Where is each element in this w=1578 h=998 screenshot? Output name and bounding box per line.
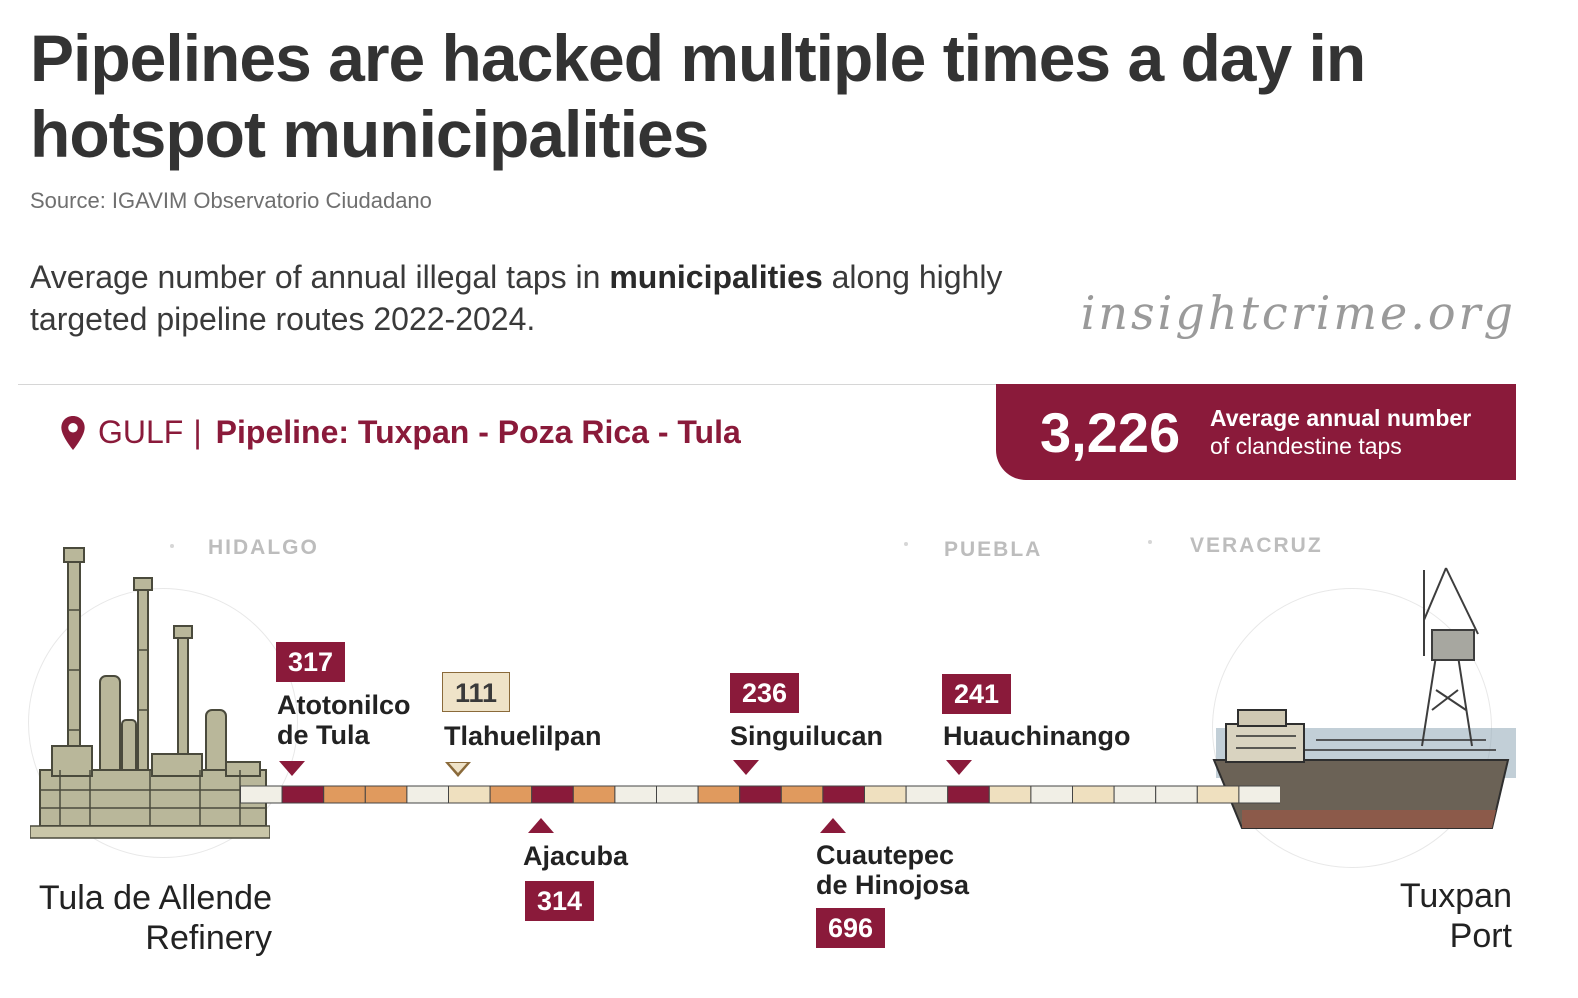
pipeline-segment	[1196, 785, 1240, 804]
route-heading: GULF | Pipeline: Tuxpan - Poza Rica - Tu…	[60, 414, 741, 451]
total-stat-label: Average annual number of clandestine tap…	[1210, 404, 1500, 460]
label-cuautepec: Cuautepec de Hinojosa	[816, 840, 969, 900]
pipeline-segment	[1072, 785, 1115, 804]
endpoint-port-label: Tuxpan Port	[1312, 876, 1512, 956]
subtitle-text-end: along highly targeted pipeline routes 20…	[30, 259, 1003, 337]
pipeline-segment	[864, 785, 907, 804]
refinery-icon	[30, 547, 270, 839]
endpoint-port-line1: Tuxpan	[1399, 877, 1512, 915]
pipeline-segment	[614, 785, 657, 804]
pipeline-segment	[572, 785, 616, 804]
marker-cuautepec	[820, 818, 846, 833]
value-badge-tlahuelilpan: 111	[442, 672, 511, 712]
pipeline-name: Pipeline: Tuxpan - Poza Rica - Tula	[215, 414, 741, 450]
port-ship-icon	[1212, 567, 1516, 829]
pipeline-segment	[947, 785, 990, 804]
endpoint-refinery-line1: Tula de Allende	[38, 879, 272, 917]
pipeline-segment	[905, 785, 949, 804]
pipeline-segment	[406, 785, 449, 804]
endpoint-refinery-label: Tula de Allende Refinery	[32, 878, 272, 958]
total-stat-label-line2: of clandestine taps	[1210, 433, 1402, 459]
marker-atotonilco	[279, 761, 305, 776]
map-pin-icon	[61, 415, 85, 450]
label-atotonilco-line2: de Tula	[277, 720, 370, 750]
label-singuilucan: Singuilucan	[730, 721, 884, 751]
route-separator: |	[193, 414, 202, 450]
label-huauchinango: Huauchinango	[943, 721, 1131, 751]
pipeline-segment	[1155, 785, 1198, 804]
state-marker-dot	[170, 544, 174, 548]
brand-watermark: insightcrime.org	[1080, 286, 1516, 340]
chart-title: Pipelines are hacked multiple times a da…	[30, 21, 1366, 171]
chart-subtitle: Average number of annual illegal taps in…	[30, 256, 1030, 340]
state-marker-dot	[904, 542, 908, 546]
pipeline-segment	[364, 785, 408, 804]
subtitle-emphasis: municipalities	[609, 259, 823, 295]
value-badge-huauchinango: 241	[942, 674, 1012, 714]
state-label-veracruz: VERACRUZ	[1190, 534, 1323, 557]
pipeline-segment	[697, 785, 741, 804]
state-label-puebla: PUEBLA	[944, 538, 1043, 561]
pipeline-segment	[531, 785, 574, 804]
label-ajacuba: Ajacuba	[523, 841, 629, 871]
label-tlahuelilpan: Tlahuelilpan	[444, 721, 602, 751]
pipeline-segment	[739, 785, 782, 804]
total-stat-value: 3,226	[1040, 400, 1181, 464]
value-badge-atotonilco: 317	[276, 642, 346, 682]
label-atotonilco: Atotonilco de Tula	[277, 690, 410, 750]
label-atotonilco-line1: Atotonilco	[277, 690, 411, 720]
subtitle-text-start: Average number of annual illegal taps in	[30, 259, 610, 295]
value-badge-ajacuba: 314	[525, 881, 595, 921]
endpoint-port-line2: Port	[1449, 917, 1512, 955]
pipeline-segment	[1113, 785, 1157, 804]
pipeline-segment	[489, 785, 533, 804]
pipeline-segment	[240, 785, 283, 804]
endpoint-refinery-line2: Refinery	[145, 919, 272, 957]
pipeline-segment	[448, 785, 491, 804]
pipeline-segment	[822, 785, 866, 804]
marker-tlahuelilpan	[445, 762, 471, 777]
pipeline-segment	[988, 785, 1032, 804]
value-badge-singuilucan: 236	[730, 673, 800, 713]
state-marker-dot	[1148, 540, 1152, 544]
pipeline-segment	[1030, 785, 1074, 804]
pipeline-segment	[656, 785, 699, 804]
refinery-backdrop-circle	[28, 588, 298, 858]
label-cuautepec-line1: Cuautepec	[816, 840, 955, 870]
marker-huauchinango	[946, 760, 972, 775]
pipeline-segment	[281, 785, 325, 804]
label-cuautepec-line2: de Hinojosa	[816, 870, 970, 900]
state-label-hidalgo: HIDALGO	[208, 536, 319, 559]
marker-singuilucan	[733, 760, 759, 775]
total-stat-box: 3,226 Average annual number of clandesti…	[996, 384, 1516, 480]
marker-ajacuba	[528, 818, 554, 833]
divider	[18, 384, 1018, 385]
region-label: GULF	[98, 414, 184, 450]
pipeline-bar	[240, 785, 1280, 804]
value-badge-cuautepec: 696	[816, 908, 886, 948]
pipeline-segment	[323, 785, 366, 804]
pipeline-segment	[1238, 785, 1280, 804]
total-stat-label-line1: Average annual number	[1210, 405, 1472, 431]
source-note: Source: IGAVIM Observatorio Ciudadano	[30, 188, 432, 213]
pipeline-segment	[780, 785, 824, 804]
